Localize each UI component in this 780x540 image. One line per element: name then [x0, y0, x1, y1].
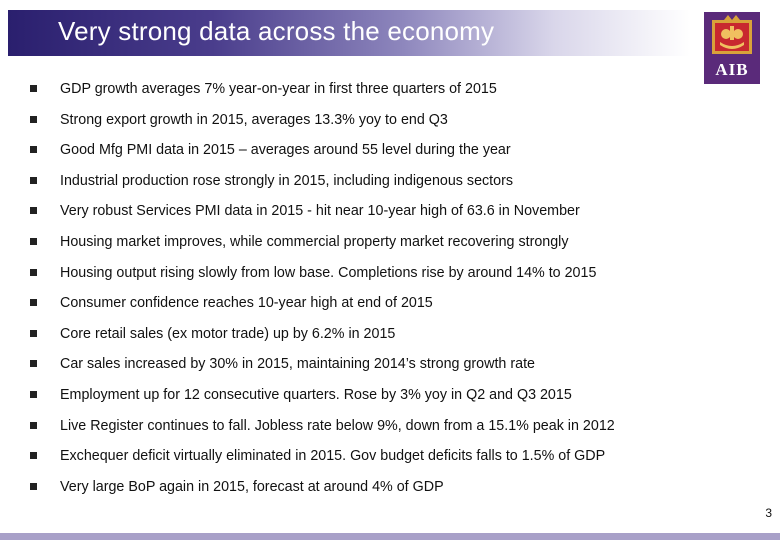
bullet-text: Consumer confidence reaches 10-year high… [60, 295, 433, 312]
square-bullet-icon [30, 421, 37, 429]
square-bullet-icon [30, 176, 37, 184]
list-item: Strong export growth in 2015, averages 1… [30, 111, 615, 142]
square-bullet-icon [30, 146, 37, 154]
bullet-text: Good Mfg PMI data in 2015 – averages aro… [60, 142, 511, 159]
bullet-text: Exchequer deficit virtually eliminated i… [60, 448, 606, 465]
list-item: Very large BoP again in 2015, forecast a… [30, 478, 615, 509]
square-bullet-icon [30, 115, 37, 123]
square-bullet-icon [30, 452, 37, 460]
bullet-list: GDP growth averages 7% year-on-year in f… [30, 80, 615, 508]
page-number: 3 [765, 506, 772, 520]
square-bullet-icon [30, 390, 37, 398]
list-item: Live Register continues to fall. Jobless… [30, 417, 615, 448]
bullet-text: GDP growth averages 7% year-on-year in f… [60, 81, 497, 97]
list-item: Employment up for 12 consecutive quarter… [30, 386, 615, 417]
list-item: Consumer confidence reaches 10-year high… [30, 294, 615, 325]
bullet-text: Live Register continues to fall. Jobless… [60, 417, 615, 434]
list-item: Car sales increased by 30% in 2015, main… [30, 355, 615, 386]
list-item: Good Mfg PMI data in 2015 – averages aro… [30, 141, 615, 172]
bullet-text: Strong export growth in 2015, averages 1… [60, 111, 448, 128]
list-item: GDP growth averages 7% year-on-year in f… [30, 80, 615, 111]
list-item: Exchequer deficit virtually eliminated i… [30, 447, 615, 478]
bullet-text: Core retail sales (ex motor trade) up by… [60, 325, 396, 342]
bullet-text: Car sales increased by 30% in 2015, main… [60, 356, 535, 373]
aib-logo: AIB [704, 12, 760, 84]
list-item: Very robust Services PMI data in 2015 - … [30, 202, 615, 233]
list-item: Housing output rising slowly from low ba… [30, 264, 615, 295]
bullet-text: Employment up for 12 consecutive quarter… [60, 386, 572, 403]
square-bullet-icon [30, 237, 37, 245]
square-bullet-icon [30, 482, 37, 490]
bullet-text: Industrial production rose strongly in 2… [60, 172, 514, 189]
square-bullet-icon [30, 85, 37, 92]
list-item: Industrial production rose strongly in 2… [30, 172, 615, 203]
list-item: Core retail sales (ex motor trade) up by… [30, 325, 615, 356]
bullet-text: Very large BoP again in 2015, forecast a… [60, 478, 444, 495]
square-bullet-icon [30, 268, 37, 276]
aib-ark-logo-icon [704, 12, 760, 60]
square-bullet-icon [30, 329, 37, 337]
square-bullet-icon [30, 360, 37, 368]
square-bullet-icon [30, 207, 37, 215]
square-bullet-icon [30, 299, 37, 307]
list-item: Housing market improves, while commercia… [30, 233, 615, 264]
logo-text: AIB [715, 60, 749, 79]
bottom-border [0, 533, 780, 540]
title-bar [8, 10, 690, 56]
bullet-text: Very robust Services PMI data in 2015 - … [60, 203, 580, 220]
bullet-text: Housing market improves, while commercia… [60, 233, 569, 250]
slide-title: Very strong data across the economy [58, 16, 495, 46]
bullet-text: Housing output rising slowly from low ba… [60, 264, 597, 281]
